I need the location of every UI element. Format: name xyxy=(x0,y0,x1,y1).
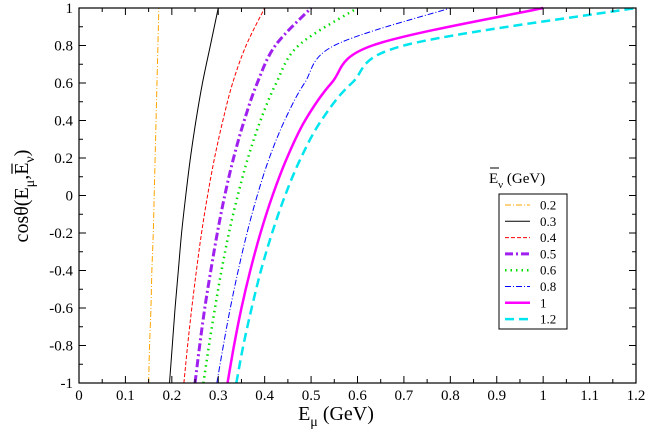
y-tick-label: -0.4 xyxy=(49,264,73,280)
x-tick-label: 0.9 xyxy=(487,388,506,404)
y-axis-title-sub2: ν xyxy=(23,156,38,162)
legend-entries: 0.20.30.40.5 0.60.81 1.2 xyxy=(505,198,557,327)
x-tick-label: 0.7 xyxy=(395,388,414,404)
series-line-0.3 xyxy=(169,7,219,384)
x-tick-label: 0.2 xyxy=(162,388,181,404)
series-layer xyxy=(148,6,637,384)
legend-label-0.4: 0.4 xyxy=(540,230,557,245)
y-tick-label: -0.8 xyxy=(49,339,73,355)
y-tick-label: 0.4 xyxy=(54,114,73,130)
legend-title: Eν (GeV) xyxy=(489,171,545,191)
y-tick-label: -0.2 xyxy=(49,226,73,242)
y-tick-label: 0.2 xyxy=(54,151,73,167)
legend-label-0.6: 0.6 xyxy=(540,263,557,278)
series-line-0.4 xyxy=(183,7,266,384)
legend-label-0.2: 0.2 xyxy=(540,198,556,213)
y-axis-title-sub1: μ xyxy=(23,180,38,188)
series-line-1.2 xyxy=(235,6,637,384)
legend-title-sub: ν xyxy=(498,179,503,191)
legend-label-1.2: 1.2 xyxy=(540,312,556,327)
x-tick-label: 0.1 xyxy=(116,388,135,404)
x-tick-label: 0.6 xyxy=(348,388,367,404)
x-tick-label: 0.4 xyxy=(255,388,274,404)
series-line-0.8 xyxy=(216,7,451,384)
legend-title-main: E xyxy=(489,171,498,187)
y-tick-label: 0 xyxy=(66,189,74,205)
tick-layer: 0 0.1 0.2 0.3 0.4 0.5 0.6 0.7 0.8 0.9 1 1.1 1.2-1-0.… xyxy=(49,1,645,404)
series-line-0.2 xyxy=(148,7,160,384)
legend-title-unit: (GeV) xyxy=(503,171,545,187)
x-axis-title: Eμ (GeV) xyxy=(298,403,374,430)
x-tick-label: 0.5 xyxy=(302,388,321,404)
legend-label-0.5: 0.5 xyxy=(540,246,556,261)
y-tick-label: -0.6 xyxy=(49,301,73,317)
legend: Eν (GeV) 0.20.30.40.5 0.60.81 1.2 xyxy=(489,167,568,330)
x-tick-label: 1 xyxy=(539,388,547,404)
x-tick-label: 1.1 xyxy=(580,388,599,404)
x-tick-label: 0.8 xyxy=(441,388,460,404)
y-tick-label: -1 xyxy=(61,376,74,392)
x-axis-title-main: E xyxy=(298,403,310,425)
legend-label-1: 1 xyxy=(540,295,547,310)
y-axis-title-energy: E xyxy=(11,163,33,175)
x-axis-title-sub: μ xyxy=(310,415,318,430)
y-axis-title: cosθ(Eμ,Eν) xyxy=(11,150,38,243)
legend-label-0.8: 0.8 xyxy=(540,279,556,294)
series-line-1 xyxy=(226,6,544,384)
x-axis-title-unit: (GeV) xyxy=(318,403,374,425)
y-tick-label: 1 xyxy=(66,1,74,17)
y-axis-title-end: ) xyxy=(11,150,33,157)
y-tick-label: 0.6 xyxy=(54,76,73,92)
x-tick-label: 1.2 xyxy=(627,388,646,404)
y-axis-title-sep: , xyxy=(11,175,33,180)
y-tick-label: 0.8 xyxy=(54,39,73,55)
legend-box xyxy=(498,193,568,330)
x-tick-label: 0 xyxy=(75,388,83,404)
series-line-0.5 xyxy=(193,6,313,384)
x-tick-label: 0.3 xyxy=(209,388,228,404)
y-axis-title-main: cosθ(E xyxy=(11,187,33,242)
legend-label-0.3: 0.3 xyxy=(540,214,556,229)
